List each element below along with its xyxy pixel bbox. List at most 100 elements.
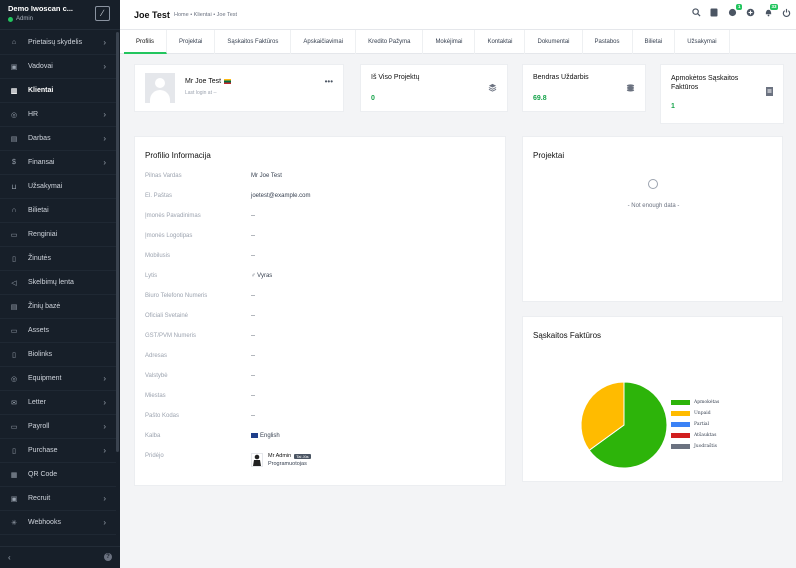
info-value: -- bbox=[251, 353, 255, 359]
legend-item[interactable]: Apmokėtas bbox=[671, 397, 719, 408]
breadcrumb[interactable]: Home • Klientai • Joe Test bbox=[174, 12, 238, 18]
sidebar-item[interactable]: ▣ Recruit › bbox=[0, 487, 116, 511]
sidebar-item[interactable]: ⊔ Užsakymai bbox=[0, 175, 116, 199]
sidebar-item-label: Skelbimų lenta bbox=[28, 279, 74, 286]
card-title: Profilio Informacija bbox=[145, 151, 211, 160]
profile-tabs: Profilis Projektai Sąskaitos Faktūros Apska… bbox=[120, 30, 796, 54]
info-value: English bbox=[251, 433, 280, 439]
info-value: -- bbox=[251, 253, 255, 259]
sidebar-item[interactable]: ▭ Assets bbox=[0, 319, 116, 343]
sidebar-item[interactable]: ∩ Bilietai bbox=[0, 199, 116, 223]
sidebar-item-label: Finansai bbox=[28, 159, 55, 166]
pie-slice[interactable] bbox=[580, 381, 625, 451]
company-name[interactable]: Demo Iwoscan c... bbox=[8, 4, 74, 13]
sidebar-item-label: Recruit bbox=[28, 495, 51, 502]
help-icon[interactable]: ? bbox=[104, 553, 112, 561]
sidebar-item-label: Renginiai bbox=[28, 231, 58, 238]
sidebar-item-label: Žinių bazė bbox=[28, 303, 61, 310]
sidebar-item-label: Užsakymai bbox=[28, 183, 63, 190]
page-title: Joe Test bbox=[134, 10, 170, 20]
sidebar-item[interactable]: ▦ QR Code bbox=[0, 463, 116, 487]
sidebar-item[interactable]: ▯ Biolinks bbox=[0, 343, 116, 367]
chevron-right-icon: › bbox=[103, 38, 106, 47]
sidebar-item[interactable]: ▭ Payroll › bbox=[0, 415, 116, 439]
sidebar-item[interactable]: ◎ HR › bbox=[0, 103, 116, 127]
empty-state: - Not enough data - bbox=[627, 203, 680, 209]
sidebar-item[interactable]: ✳ Webhooks › bbox=[0, 511, 116, 535]
tab[interactable]: Apskaičiavimai bbox=[291, 30, 357, 54]
info-label: Biuro Telefono Numeris bbox=[145, 293, 208, 299]
info-value: Mr Admin Tai Jūs Programuotojas bbox=[251, 453, 311, 467]
add-icon[interactable] bbox=[744, 8, 756, 20]
tab[interactable]: Projektai bbox=[167, 30, 216, 54]
legend-swatch bbox=[671, 444, 690, 449]
search-icon[interactable] bbox=[690, 8, 702, 20]
sidebar-item[interactable]: ◁ Skelbimų lenta bbox=[0, 271, 116, 295]
info-label: GST/PVM Numeris bbox=[145, 333, 197, 339]
sidebar-item-label: Vadovai bbox=[28, 63, 53, 70]
legend-item[interactable]: Unpaid bbox=[671, 408, 719, 419]
info-label: Pridėjo bbox=[145, 453, 164, 459]
info-value: -- bbox=[251, 333, 255, 339]
tab[interactable]: Mokėjimai bbox=[423, 30, 476, 54]
info-value: ♂ Vyras bbox=[251, 273, 273, 279]
legend-item[interactable]: Juodraštis bbox=[671, 441, 719, 452]
chevron-right-icon: › bbox=[103, 398, 106, 407]
tab[interactable]: Kontaktai bbox=[475, 30, 526, 54]
added-by-info: Mr Admin Tai Jūs Programuotojas bbox=[268, 453, 311, 467]
tab[interactable]: Bilietai bbox=[633, 30, 676, 54]
sidebar-item[interactable]: ▥ Klientai bbox=[0, 79, 116, 103]
legend-item[interactable]: Partial bbox=[671, 419, 719, 430]
sticky-note-icon[interactable]: 1 bbox=[726, 4, 742, 20]
document-icon: ▤ bbox=[10, 303, 18, 311]
tab[interactable]: Užsakymai bbox=[675, 30, 730, 54]
added-by-name[interactable]: Mr Admin bbox=[268, 453, 292, 459]
client-name-row: Mr Joe Test bbox=[185, 78, 232, 85]
sidebar-item[interactable]: ▣ Vadovai › bbox=[0, 55, 116, 79]
tab[interactable]: Profilis bbox=[124, 30, 168, 54]
file-icon: ▯ bbox=[12, 351, 16, 359]
bell-icon[interactable]: 33 bbox=[762, 4, 778, 20]
sidebar-item-label: Webhooks bbox=[28, 519, 61, 526]
legend-swatch bbox=[671, 422, 690, 427]
sidebar-item[interactable]: ◎ Equipment › bbox=[0, 367, 116, 391]
sidebar-toggle-button[interactable]: ∕ bbox=[95, 6, 110, 21]
recruit-icon: ▣ bbox=[10, 495, 18, 503]
sidebar-scrollbar[interactable] bbox=[116, 32, 119, 452]
flag-uk-icon bbox=[251, 433, 258, 438]
sidebar-item[interactable]: ▯ Žinutės bbox=[0, 247, 116, 271]
sidebar-item[interactable]: ▤ Žinių bazė bbox=[0, 295, 116, 319]
calendar-icon: ▭ bbox=[10, 231, 18, 239]
info-label: Įmonės Pavadinimas bbox=[145, 213, 201, 219]
more-options-icon[interactable]: ••• bbox=[324, 77, 333, 86]
flag-lt-icon bbox=[224, 79, 232, 84]
legend-swatch bbox=[671, 400, 690, 405]
stat-title: Apmokėtos Sąskaitos Faktūros bbox=[671, 75, 739, 91]
sidebar-item[interactable]: ⌂ Prietaisų skydelis › bbox=[0, 31, 116, 55]
mail-icon: ✉ bbox=[11, 399, 17, 407]
tab[interactable]: Kredito Pažyma bbox=[356, 30, 424, 54]
sidebar-item-label: Letter bbox=[28, 399, 46, 406]
avatar bbox=[145, 73, 175, 103]
sidebar-item[interactable]: ▤ Darbas › bbox=[0, 127, 116, 151]
pie-slice[interactable] bbox=[588, 381, 668, 469]
added-by-row: Mr Admin Tai Jūs bbox=[268, 453, 311, 459]
collapse-icon[interactable]: ‹ bbox=[8, 553, 11, 562]
sidebar-item[interactable]: ✉ Letter › bbox=[0, 391, 116, 415]
sidebar-item[interactable]: $ Finansai › bbox=[0, 151, 116, 175]
sidebar-item[interactable]: ▯ Purchase › bbox=[0, 439, 116, 463]
power-icon[interactable] bbox=[780, 8, 792, 20]
tab[interactable]: Dokumentai bbox=[525, 30, 583, 54]
webhook-icon: ✳ bbox=[11, 519, 17, 527]
sidebar-item-label: Assets bbox=[28, 327, 50, 334]
sidebar-item-label: Klientai bbox=[28, 87, 54, 94]
notes-icon[interactable] bbox=[708, 8, 720, 20]
info-label: Pilnas Vardas bbox=[145, 173, 182, 179]
tab[interactable]: Sąskaitos Faktūros bbox=[215, 30, 292, 54]
sidebar-item[interactable]: ▭ Renginiai bbox=[0, 223, 116, 247]
chevron-right-icon: › bbox=[103, 494, 106, 503]
legend-item[interactable]: Atšauktas bbox=[671, 430, 719, 441]
info-value: -- bbox=[251, 413, 255, 419]
sidebar-header: Demo Iwoscan c... Admin ∕ bbox=[0, 0, 120, 30]
tab[interactable]: Pastabos bbox=[583, 30, 633, 54]
